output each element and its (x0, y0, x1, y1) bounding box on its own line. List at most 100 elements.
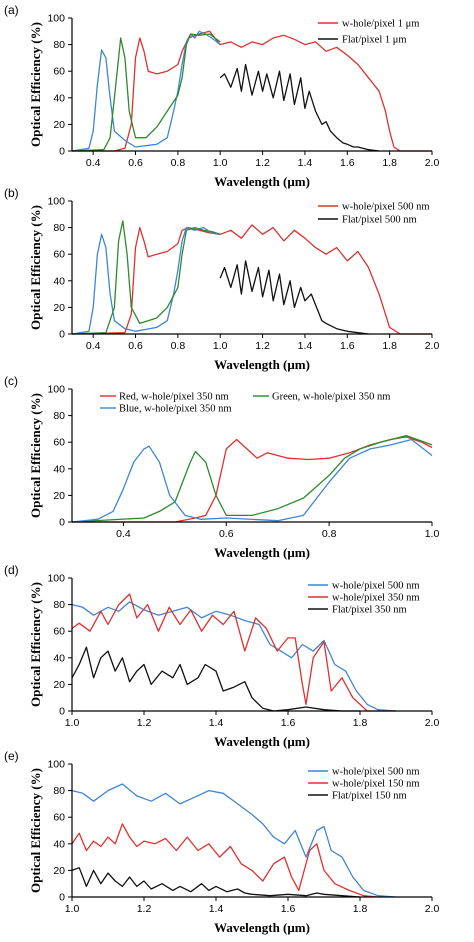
panel-label: (e) (4, 749, 19, 763)
y-tick-label: 0 (59, 517, 65, 529)
x-tick-label: 1.8 (382, 340, 397, 352)
x-tick-label: 1.4 (298, 157, 313, 169)
x-tick-label: 0.4 (86, 340, 101, 352)
x-tick-label: 1.2 (255, 340, 270, 352)
y-tick-label: 20 (53, 302, 65, 314)
y-tick-label: 100 (47, 13, 65, 25)
legend-label: Flat/pixel 350 nm (332, 605, 407, 616)
y-tick-label: 0 (59, 706, 65, 718)
x-tick-label: 1.2 (137, 903, 152, 915)
series-line-red (72, 436, 433, 523)
x-tick-label: 0.8 (171, 157, 186, 169)
panel-label: (c) (4, 374, 18, 388)
y-tick-label: 20 (53, 490, 65, 502)
y-tick-label: 80 (53, 39, 65, 51)
y-tick-label: 0 (59, 892, 65, 904)
series-line-green (71, 434, 433, 523)
y-tick-label: 100 (47, 573, 65, 585)
x-axis-title: Wavelength (μm) (214, 174, 310, 189)
series-line-black (219, 63, 380, 152)
x-tick-label: 1.6 (340, 340, 355, 352)
y-tick-label: 40 (53, 838, 65, 850)
legend-label: w-hole/pixel 350 nm (332, 593, 420, 604)
y-tick-label: 40 (53, 463, 65, 475)
y-tick-label: 0 (59, 329, 65, 341)
legend-label: Flat/pixel 1 μm (342, 35, 407, 46)
y-tick-label: 60 (53, 66, 65, 78)
chart-panel-2: 0 20 40 60 80 100 0.4 0.6 0.8 1.0 1.2 1.4 1.6 1.8 2.0 W… (4, 186, 439, 372)
x-tick-label: 1.4 (298, 340, 313, 352)
legend-label: Red, w-hole/pixel 350 nm (119, 392, 229, 403)
x-tick-label: 0.4 (86, 157, 101, 169)
y-tick-label: 80 (53, 785, 65, 797)
series-line-black (71, 867, 361, 898)
x-tick-label: 1.0 (213, 340, 228, 352)
chart-panel-1: 0 20 40 60 80 100 0.4 0.6 0.8 1.0 1.2 1.4 1.6 1.8 2.0 W… (4, 3, 439, 189)
legend-label: w-hole/pixel 1 μm (342, 19, 419, 30)
y-tick-label: 40 (53, 652, 65, 664)
series-line-red (72, 30, 432, 152)
x-tick-label: 1.0 (65, 903, 80, 915)
x-tick-label: 2.0 (425, 903, 440, 915)
series-line-blue (71, 438, 433, 523)
x-tick-label: 0.4 (116, 528, 131, 540)
legend-label: w-hole/pixel 500 nm (332, 581, 420, 592)
legend-label: Green, w-hole/pixel 350 nm (272, 392, 390, 403)
panel-label: (d) (4, 563, 19, 577)
legend-label: Blue, w-hole/pixel 350 nm (119, 404, 232, 415)
series-line-blue (71, 30, 221, 152)
series-line-red (71, 224, 432, 335)
y-tick-label: 60 (53, 626, 65, 638)
legend-label: Flat/pixel 150 nm (332, 791, 407, 802)
x-axis-title: Wavelength (μm) (214, 920, 310, 935)
legend-label: w-hole/pixel 500 nm (342, 202, 430, 213)
y-tick-label: 0 (59, 146, 65, 158)
y-tick-label: 40 (53, 92, 65, 104)
series-line-green (71, 33, 221, 152)
x-tick-label: 1.4 (209, 717, 224, 729)
x-tick-label: 0.8 (171, 340, 186, 352)
series-line-black (71, 646, 360, 712)
y-axis-title: Optical Efficiency (%) (28, 205, 43, 330)
x-tick-label: 0.6 (128, 340, 143, 352)
y-tick-label: 20 (53, 119, 65, 131)
x-axis-title: Wavelength (μm) (214, 545, 310, 560)
x-tick-label: 1.2 (255, 157, 270, 169)
y-axis-title: Optical Efficiency (%) (28, 393, 43, 518)
x-tick-label: 1.2 (137, 717, 152, 729)
y-tick-label: 40 (53, 275, 65, 287)
series-line-red (71, 823, 379, 898)
y-tick-label: 100 (47, 196, 65, 208)
series-line-red (71, 593, 396, 712)
y-tick-label: 100 (47, 759, 65, 771)
series-line-black (219, 260, 369, 335)
legend-label: Flat/pixel 500 nm (342, 215, 417, 226)
series-line-blue (71, 226, 221, 335)
x-tick-label: 1.0 (425, 528, 440, 540)
y-tick-label: 100 (47, 384, 65, 396)
y-tick-label: 60 (53, 249, 65, 261)
x-axis-title: Wavelength (μm) (214, 734, 310, 749)
y-tick-label: 80 (53, 410, 65, 422)
x-tick-label: 1.8 (382, 157, 397, 169)
x-tick-label: 1.8 (353, 717, 368, 729)
x-tick-label: 1.4 (209, 903, 224, 915)
chart-panel-3: 0 20 40 60 80 100 0.4 0.6 0.8 1.0 Wavelength (μm) O… (4, 374, 439, 560)
x-tick-label: 0.6 (128, 157, 143, 169)
x-axis-title: Wavelength (μm) (214, 357, 310, 372)
legend-label: w-hole/pixel 500 nm (332, 767, 420, 778)
x-tick-label: 0.6 (219, 528, 234, 540)
y-axis-title: Optical Efficiency (%) (28, 768, 43, 893)
legend-label: w-hole/pixel 150 nm (332, 779, 420, 790)
series-line-blue (71, 783, 397, 898)
x-tick-label: 2.0 (425, 717, 440, 729)
x-tick-label: 1.0 (213, 157, 228, 169)
x-tick-label: 1.0 (65, 717, 80, 729)
panel-label: (b) (4, 186, 19, 200)
x-tick-label: 2.0 (425, 340, 440, 352)
y-axis-title: Optical Efficiency (%) (28, 22, 43, 147)
y-tick-label: 60 (53, 812, 65, 824)
x-tick-label: 1.6 (281, 717, 296, 729)
x-tick-label: 0.8 (322, 528, 337, 540)
